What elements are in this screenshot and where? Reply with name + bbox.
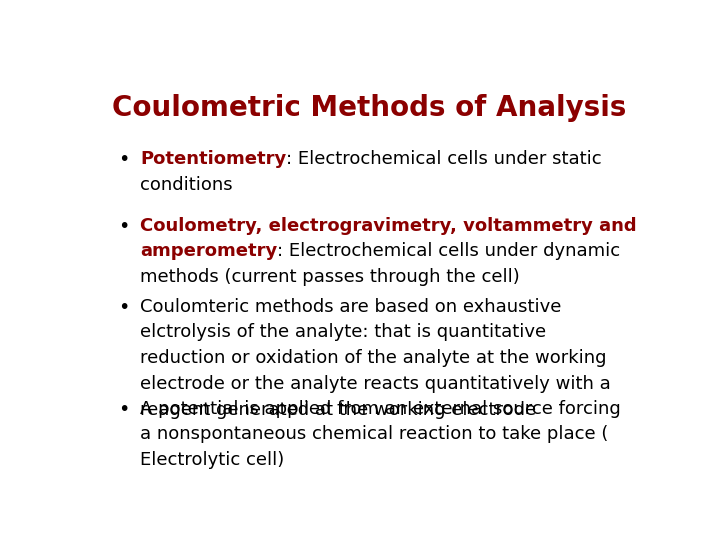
Text: : Electrochemical cells under dynamic: : Electrochemical cells under dynamic — [277, 242, 621, 260]
Text: Coulomteric methods are based on exhaustive: Coulomteric methods are based on exhaust… — [140, 298, 562, 316]
Text: •: • — [118, 150, 130, 169]
Text: methods (current passes through the cell): methods (current passes through the cell… — [140, 268, 520, 286]
Text: Electrolytic cell): Electrolytic cell) — [140, 451, 284, 469]
Text: •: • — [118, 400, 130, 419]
Text: •: • — [118, 217, 130, 235]
Text: •: • — [118, 298, 130, 316]
Text: : Electrochemical cells under static: : Electrochemical cells under static — [287, 150, 602, 168]
Text: elctrolysis of the analyte: that is quantitative: elctrolysis of the analyte: that is quan… — [140, 323, 546, 341]
Text: conditions: conditions — [140, 176, 233, 194]
Text: A potential is applied from an external source forcing: A potential is applied from an external … — [140, 400, 621, 417]
Text: a nonspontaneous chemical reaction to take place (: a nonspontaneous chemical reaction to ta… — [140, 426, 608, 443]
Text: amperometry: amperometry — [140, 242, 277, 260]
Text: reduction or oxidation of the analyte at the working: reduction or oxidation of the analyte at… — [140, 349, 607, 367]
Text: Coulometric Methods of Analysis: Coulometric Methods of Analysis — [112, 94, 626, 122]
Text: Coulometry, electrogravimetry, voltammetry and: Coulometry, electrogravimetry, voltammet… — [140, 217, 637, 234]
Text: reagent generated at the working electrode: reagent generated at the working electro… — [140, 401, 536, 418]
Text: Potentiometry: Potentiometry — [140, 150, 287, 168]
Text: electrode or the analyte reacts quantitatively with a: electrode or the analyte reacts quantita… — [140, 375, 611, 393]
